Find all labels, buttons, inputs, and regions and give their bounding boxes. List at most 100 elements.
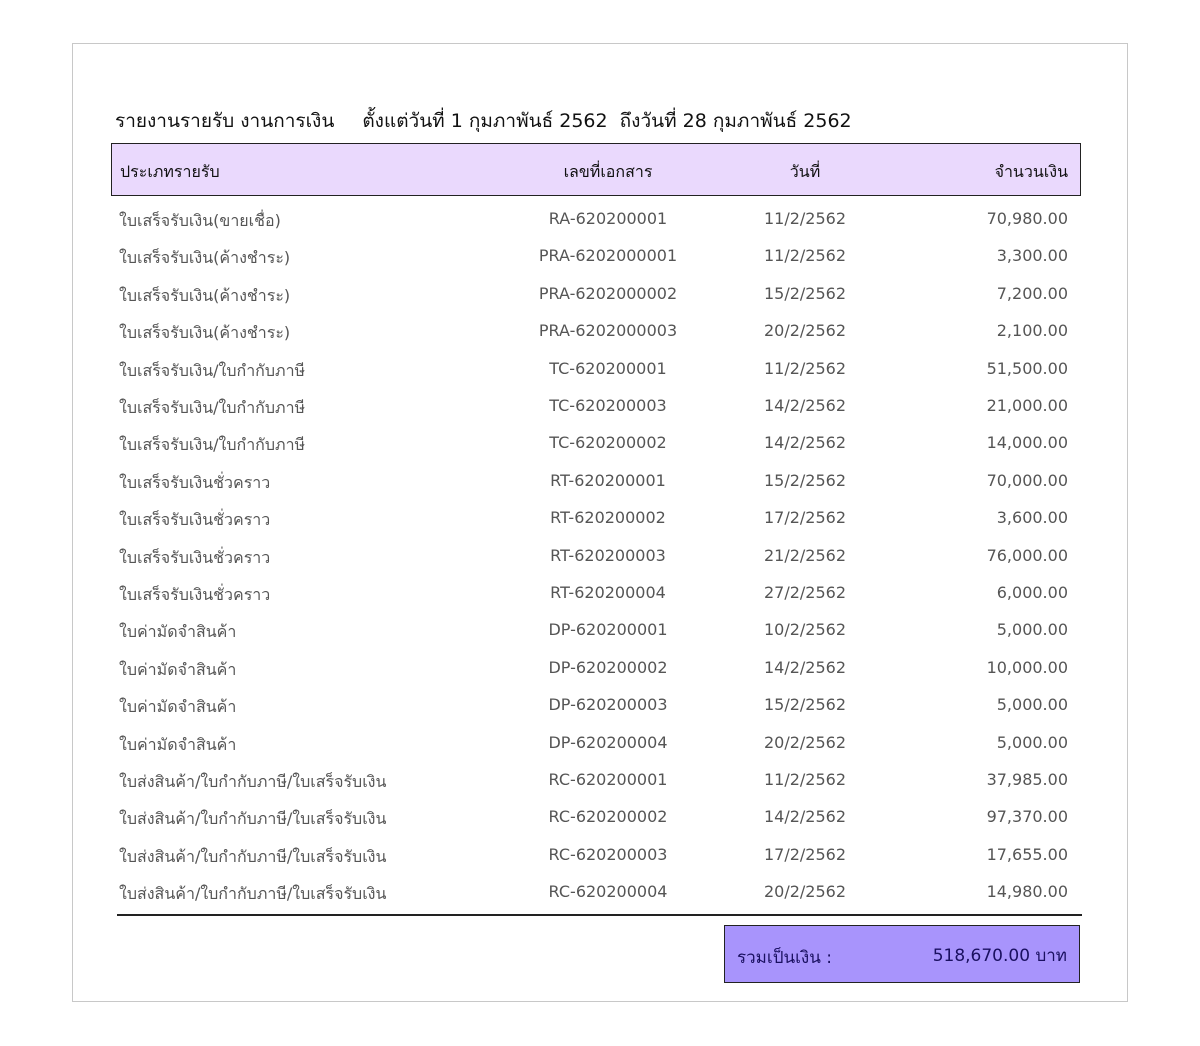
cell-doc-no: RC-620200001 [548, 770, 668, 789]
table-row: ใบค่ามัดจำสินค้า DP-620200002 14/2/2562 10,… [0, 658, 1200, 695]
title-text: รายงานรายรับ งานการเงิน [115, 110, 335, 132]
total-box: รวมเป็นเงิน : 518,670.00 บาท [724, 925, 1080, 983]
cell-doc-no: DP-620200004 [548, 732, 668, 752]
table-row: ใบเสร็จรับเงินชั่วคราว RT-620200004 27/2/2… [0, 583, 1200, 620]
table-row: ใบส่งสินค้า/ใบกำกับภาษี/ใบเสร็จรับเงิน RC… [0, 845, 1200, 882]
header-amount: จำนวนเงิน [994, 162, 1068, 181]
cell-type: ใบเสร็จรับเงิน/ใบกำกับภาษี [119, 398, 306, 417]
cell-date: 21/2/2562 [763, 545, 847, 565]
cell-type: ใบเสร็จรับเงิน(ค้างชำระ) [119, 285, 291, 305]
cell-doc-no: RT-620200002 [550, 508, 666, 528]
cell-doc-no: RT-620200001 [550, 470, 666, 490]
cell-doc-no: DP-620200001 [548, 620, 668, 640]
cell-type: ใบส่งสินค้า/ใบกำกับภาษี/ใบเสร็จรับเงิน [119, 846, 387, 866]
cell-amount: 5,000.00 [996, 620, 1068, 640]
cell-date: 15/2/2562 [763, 470, 847, 490]
cell-type: ใบเสร็จรับเงิน/ใบกำกับภาษี [119, 360, 306, 380]
cell-doc-no: DP-620200003 [548, 695, 668, 715]
cell-amount: 97,370.00 [986, 807, 1068, 827]
table-row: ใบเสร็จรับเงิน/ใบกำกับภาษี TC-620200002 14… [0, 433, 1200, 470]
cell-doc-no: PRA-6202000003 [538, 321, 678, 341]
cell-doc-no: DP-620200002 [548, 657, 668, 677]
cell-type: ใบเสร็จรับเงินชั่วคราว [119, 510, 271, 530]
cell-type: ใบเสร็จรับเงิน(ค้างชำระ) [119, 323, 291, 343]
cell-amount: 10,000.00 [986, 657, 1068, 677]
cell-doc-no: PRA-6202000001 [538, 246, 678, 266]
cell-type: ใบเสร็จรับเงินชั่วคราว [119, 472, 271, 492]
cell-date: 11/2/2562 [763, 358, 847, 378]
table-row: ใบเสร็จรับเงินชั่วคราว RT-620200001 15/2/2… [0, 471, 1200, 508]
cell-doc-no: TC-620200003 [549, 396, 667, 415]
table-row: ใบค่ามัดจำสินค้า DP-620200003 15/2/2562 5,0… [0, 695, 1200, 732]
cell-date: 17/2/2562 [763, 844, 847, 864]
cell-type: ใบเสร็จรับเงินชั่วคราว [119, 547, 271, 567]
cell-type: ใบเสร็จรับเงินชั่วคราว [119, 585, 271, 604]
table-row: ใบเสร็จรับเงิน(ค้างชำระ) PRA-6202000001 11… [0, 246, 1200, 283]
cell-amount: 2,100.00 [996, 321, 1068, 341]
cell-date: 14/2/2562 [763, 807, 847, 827]
cell-type: ใบค่ามัดจำสินค้า [119, 734, 237, 754]
header-type: ประเภทรายรับ [120, 162, 220, 181]
cell-amount: 21,000.00 [986, 396, 1068, 415]
total-amount: 518,670.00 บาท [932, 946, 1067, 966]
cell-doc-no: RT-620200003 [550, 545, 666, 565]
cell-amount: 76,000.00 [986, 545, 1068, 565]
divider [117, 914, 1082, 916]
table-header: ประเภทรายรับ เลขที่เอกสาร วันที่ จำนวนเง… [111, 143, 1081, 196]
cell-doc-no: RA-620200001 [548, 209, 668, 228]
table-row: ใบเสร็จรับเงิน/ใบกำกับภาษี TC-620200001 11… [0, 359, 1200, 396]
cell-doc-no: RC-620200003 [548, 844, 668, 864]
table-row: ใบเสร็จรับเงิน(ขายเชื่อ) RA-620200001 11/2… [0, 209, 1200, 246]
cell-type: ใบค่ามัดจำสินค้า [119, 659, 237, 679]
cell-amount: 5,000.00 [996, 695, 1068, 715]
cell-date: 15/2/2562 [763, 695, 847, 715]
cell-date: 27/2/2562 [763, 583, 847, 602]
cell-type: ใบส่งสินค้า/ใบกำกับภาษี/ใบเสร็จรับเงิน [119, 772, 387, 791]
header-doc-no: เลขที่เอกสาร [563, 162, 653, 181]
cell-date: 10/2/2562 [763, 620, 847, 640]
cell-date: 11/2/2562 [763, 209, 847, 228]
table-row: ใบเสร็จรับเงินชั่วคราว RT-620200002 17/2/2… [0, 508, 1200, 545]
cell-amount: 17,655.00 [986, 844, 1068, 864]
table-row: ใบเสร็จรับเงินชั่วคราว RT-620200003 21/2/2… [0, 546, 1200, 583]
cell-date: 20/2/2562 [763, 732, 847, 752]
header-date: วันที่ [789, 162, 821, 181]
cell-amount: 14,980.00 [986, 882, 1068, 902]
cell-date: 20/2/2562 [763, 321, 847, 341]
cell-date: 14/2/2562 [763, 433, 847, 453]
cell-date: 14/2/2562 [763, 396, 847, 415]
cell-type: ใบค่ามัดจำสินค้า [119, 697, 237, 717]
table-row: ใบเสร็จรับเงิน(ค้างชำระ) PRA-6202000003 20… [0, 321, 1200, 358]
cell-amount: 51,500.00 [986, 358, 1068, 378]
cell-type: ใบค่ามัดจำสินค้า [119, 622, 237, 642]
cell-type: ใบส่งสินค้า/ใบกำกับภาษี/ใบเสร็จรับเงิน [119, 809, 387, 829]
cell-amount: 3,300.00 [996, 246, 1068, 266]
cell-amount: 14,000.00 [986, 433, 1068, 453]
total-label: รวมเป็นเงิน : [737, 948, 832, 968]
cell-doc-no: TC-620200001 [549, 358, 667, 378]
cell-date: 11/2/2562 [763, 770, 847, 789]
cell-date: 20/2/2562 [763, 882, 847, 902]
table-row: ใบส่งสินค้า/ใบกำกับภาษี/ใบเสร็จรับเงิน RC… [0, 770, 1200, 807]
cell-amount: 70,000.00 [986, 470, 1068, 490]
cell-doc-no: RC-620200004 [548, 882, 668, 902]
cell-amount: 6,000.00 [996, 583, 1068, 602]
cell-amount: 5,000.00 [996, 732, 1068, 752]
cell-doc-no: RC-620200002 [548, 807, 668, 827]
cell-amount: 70,980.00 [986, 209, 1068, 228]
cell-amount: 37,985.00 [986, 770, 1068, 789]
cell-type: ใบส่งสินค้า/ใบกำกับภาษี/ใบเสร็จรับเงิน [119, 884, 387, 904]
cell-date: 14/2/2562 [763, 657, 847, 677]
table-row: ใบส่งสินค้า/ใบกำกับภาษี/ใบเสร็จรับเงิน RC… [0, 807, 1200, 844]
cell-type: ใบเสร็จรับเงิน/ใบกำกับภาษี [119, 435, 306, 455]
cell-doc-no: TC-620200002 [549, 433, 667, 453]
period-text: ตั้งแต่วันที่ 1 กุมภาพันธ์ 2562 ถึงวันที… [362, 110, 852, 132]
table-row: ใบค่ามัดจำสินค้า DP-620200004 20/2/2562 5,0… [0, 733, 1200, 770]
report-frame [72, 43, 1128, 1002]
cell-date: 11/2/2562 [763, 246, 847, 266]
cell-type: ใบเสร็จรับเงิน(ขายเชื่อ) [119, 211, 281, 230]
cell-date: 17/2/2562 [763, 508, 847, 528]
cell-doc-no: PRA-6202000002 [538, 283, 678, 303]
table-row: ใบเสร็จรับเงิน/ใบกำกับภาษี TC-620200003 14… [0, 396, 1200, 433]
table-row: ใบค่ามัดจำสินค้า DP-620200001 10/2/2562 5,0… [0, 620, 1200, 657]
